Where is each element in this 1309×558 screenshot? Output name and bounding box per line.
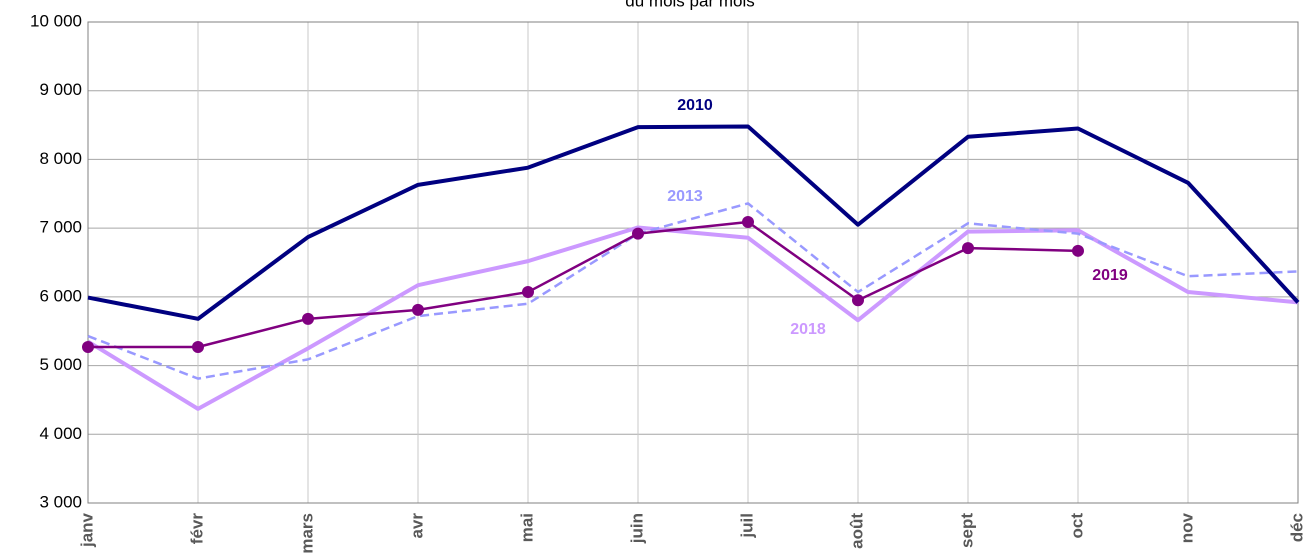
y-tick-label: 6 000 (39, 286, 82, 305)
point (742, 215, 754, 228)
x-tick-label: mai (517, 513, 536, 542)
point (522, 286, 534, 299)
y-tick-label: 7 000 (39, 218, 82, 237)
series-line (88, 220, 1079, 349)
y-tick-label: 10 000 (30, 11, 82, 30)
x-tick-label: oct (1067, 513, 1086, 539)
y-tick-label: 3 000 (39, 492, 82, 511)
x-tick-label: mars (297, 513, 316, 554)
point (852, 294, 864, 307)
series-label: 2013 (667, 188, 703, 205)
x-tick-label: août (847, 513, 866, 549)
x-tick-label: févr (187, 513, 206, 545)
series-label: 2018 (790, 321, 826, 338)
x-tick-label: juin (627, 513, 646, 544)
point (412, 303, 424, 316)
series-line (87, 202, 1299, 380)
y-tick-label: 9 000 (39, 80, 82, 99)
y-tick-label: 8 000 (39, 149, 82, 168)
point (192, 341, 204, 354)
point (1072, 244, 1084, 257)
x-tick-label: déc (1287, 513, 1306, 542)
y-tick-label: 5 000 (39, 355, 82, 374)
x-tick-label: avr (407, 513, 426, 539)
series-label: 2010 (677, 97, 713, 114)
point (632, 227, 644, 240)
chart-title: du mois par mois (625, 0, 754, 10)
x-tick-label: janv (77, 512, 96, 548)
x-tick-label: juil (737, 513, 756, 539)
plot-border (87, 21, 1299, 504)
series-label: 2019 (1092, 267, 1128, 284)
y-tick-label: 4 000 (39, 424, 82, 443)
point (302, 312, 314, 325)
series-line (86, 225, 1299, 411)
x-tick-label: nov (1177, 512, 1196, 543)
point (962, 242, 974, 255)
point (82, 341, 94, 354)
x-tick-label: sept (957, 513, 976, 548)
series-line (87, 124, 1300, 321)
